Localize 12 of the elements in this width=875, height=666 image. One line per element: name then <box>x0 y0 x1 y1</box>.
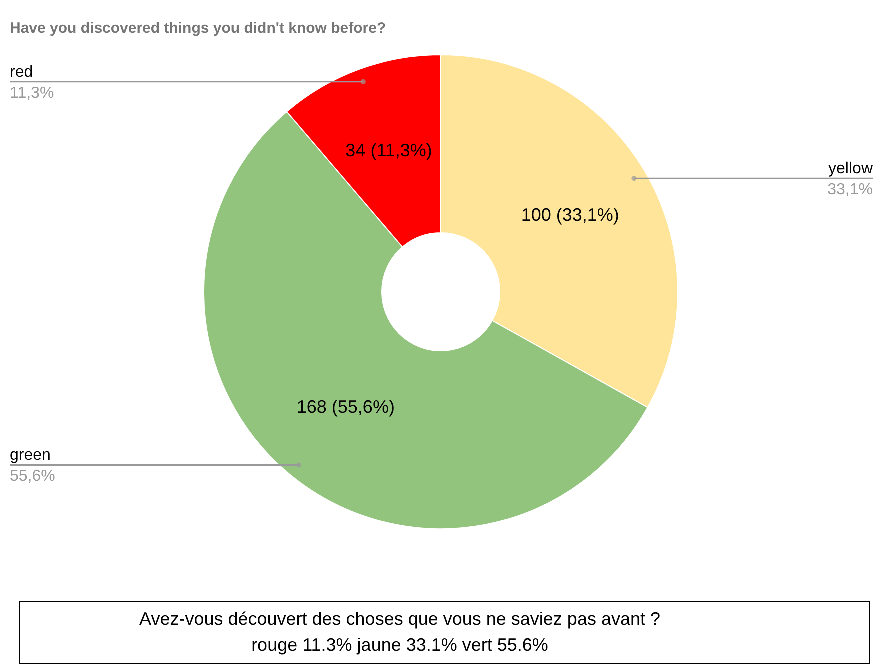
slice-label: green <box>10 447 51 464</box>
slice-label: yellow <box>828 160 874 178</box>
data-label: 34 (11,3%) <box>346 140 432 160</box>
slice-label: red <box>10 64 34 81</box>
text: rouge 11.3% jaune 33.1% vert 55.6% <box>252 635 548 655</box>
data-label: 168 (55,6%) <box>296 397 395 418</box>
text: 33,1% <box>828 182 873 199</box>
chart-title: Have you discovered things you didn't know before? <box>10 20 386 37</box>
text: 11,3% <box>10 84 54 102</box>
data-label: 100 (33,1%) <box>521 205 620 226</box>
text: 55,6% <box>10 468 56 486</box>
text: Avez-vous découvert des choses que vous ne saviez pas avant ? <box>140 609 660 629</box>
